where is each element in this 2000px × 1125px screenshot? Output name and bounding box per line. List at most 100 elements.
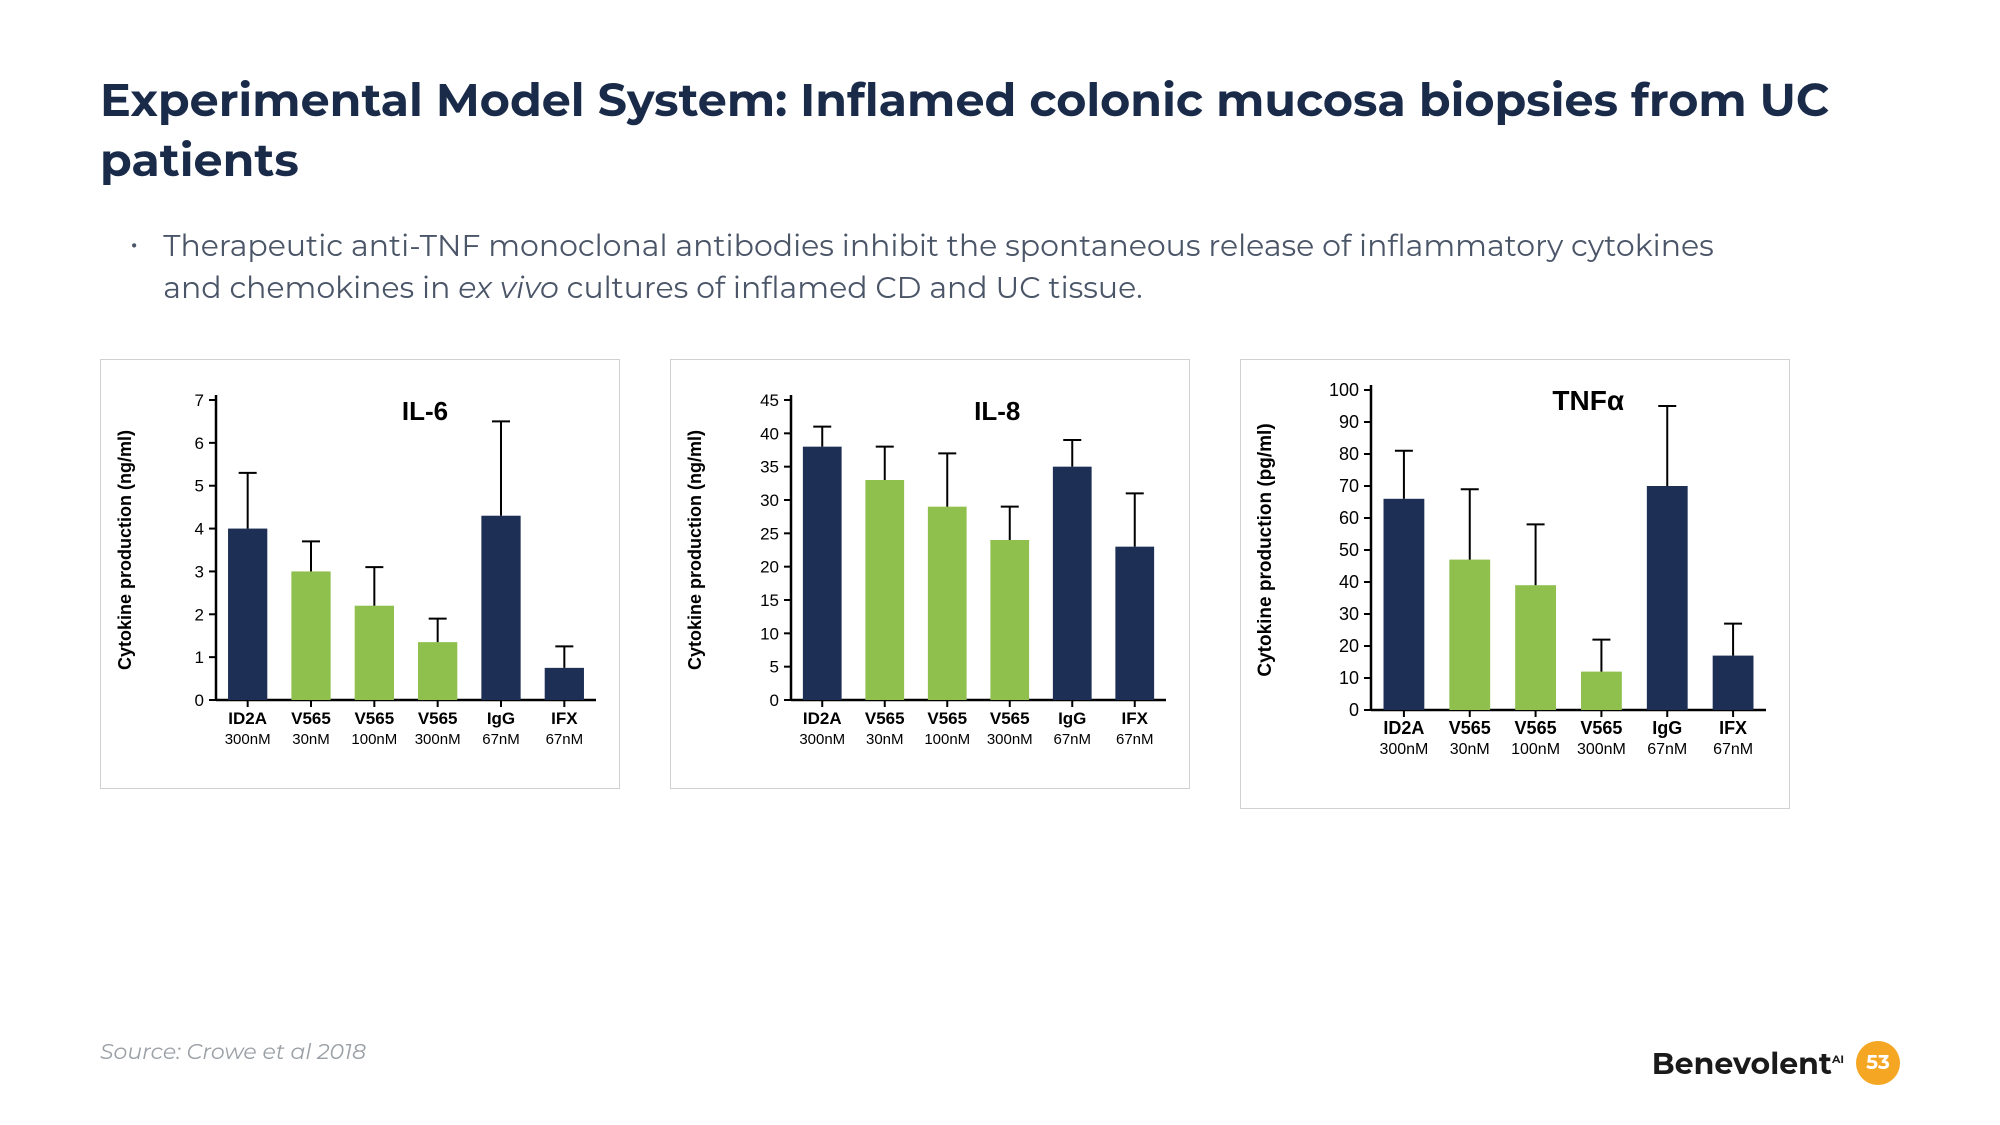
svg-text:10: 10 (760, 624, 779, 643)
bar (803, 446, 842, 699)
bullet-marker: • (130, 225, 138, 264)
bar (990, 540, 1029, 700)
svg-text:ID2A: ID2A (228, 709, 267, 728)
svg-text:5: 5 (770, 657, 779, 676)
svg-text:90: 90 (1339, 412, 1359, 432)
svg-text:0: 0 (770, 691, 779, 710)
svg-text:4: 4 (195, 519, 204, 538)
svg-text:40: 40 (760, 424, 779, 443)
svg-text:60: 60 (1339, 508, 1359, 528)
svg-text:67nM: 67nM (1053, 731, 1091, 748)
svg-text:0: 0 (195, 691, 204, 710)
bar (228, 528, 267, 699)
svg-text:50: 50 (1339, 540, 1359, 560)
svg-text:IgG: IgG (1058, 709, 1086, 728)
bar (1515, 585, 1556, 710)
svg-text:25: 25 (760, 524, 779, 543)
svg-text:300nM: 300nM (415, 731, 461, 748)
page-number-badge: 53 (1856, 1041, 1900, 1085)
svg-text:IgG: IgG (1652, 718, 1682, 738)
bar (1115, 546, 1154, 699)
bar (1384, 498, 1425, 709)
svg-text:67nM: 67nM (482, 731, 520, 748)
svg-text:5: 5 (195, 476, 204, 495)
bar (1449, 559, 1490, 709)
svg-text:V565: V565 (354, 709, 394, 728)
svg-text:300nM: 300nM (225, 731, 271, 748)
svg-text:45: 45 (760, 391, 779, 410)
brand-logo: BenevolentAI (1652, 1045, 1844, 1082)
footer: BenevolentAI 53 (1652, 1041, 1900, 1085)
y-axis-label: Cytokine production (ng/ml) (115, 430, 135, 670)
svg-text:IFX: IFX (551, 709, 578, 728)
svg-text:0: 0 (1349, 700, 1359, 720)
svg-text:67nM: 67nM (1116, 731, 1154, 748)
bullet-item: • Therapeutic anti-TNF monoclonal antibo… (100, 225, 1900, 309)
svg-text:V565: V565 (1515, 718, 1557, 738)
svg-text:1: 1 (195, 648, 204, 667)
svg-text:100: 100 (1329, 380, 1359, 400)
svg-text:30: 30 (1339, 604, 1359, 624)
svg-text:V565: V565 (291, 709, 331, 728)
svg-text:6: 6 (195, 433, 204, 452)
svg-text:V565: V565 (927, 709, 967, 728)
svg-text:67nM: 67nM (1713, 741, 1753, 758)
svg-text:100nM: 100nM (1511, 741, 1560, 758)
svg-text:ID2A: ID2A (803, 709, 842, 728)
bar (1053, 466, 1092, 699)
y-axis-label: Cytokine production (ng/ml) (685, 430, 705, 670)
svg-text:V565: V565 (1580, 718, 1622, 738)
chart-tnf: 0 10 20 30 40 50 60 70 80 90 100 ID2A 300nM V565 30nM V… (1240, 359, 1790, 809)
bar (1647, 486, 1688, 710)
chart-il6: 0 1 2 3 4 5 6 7 ID2A 300nM V565 30nM V565 100nM V565 30… (100, 359, 620, 789)
svg-text:40: 40 (1339, 572, 1359, 592)
svg-text:ID2A: ID2A (1383, 718, 1424, 738)
svg-text:3: 3 (195, 562, 204, 581)
svg-text:30: 30 (760, 491, 779, 510)
bar (291, 571, 330, 700)
svg-text:70: 70 (1339, 476, 1359, 496)
bar (1713, 655, 1754, 709)
svg-text:V565: V565 (990, 709, 1030, 728)
bar (355, 605, 394, 699)
svg-text:300nM: 300nM (1379, 741, 1428, 758)
page-title: Experimental Model System: Inflamed colo… (100, 70, 1900, 190)
chart-title: IL-6 (402, 396, 448, 426)
svg-text:IgG: IgG (487, 709, 515, 728)
bullet-text: Therapeutic anti-TNF monoclonal antibodi… (163, 225, 1763, 309)
source-citation: Source: Crowe et al 2018 (100, 1038, 366, 1065)
svg-text:15: 15 (760, 591, 779, 610)
bar (418, 642, 457, 700)
svg-text:80: 80 (1339, 444, 1359, 464)
svg-text:V565: V565 (865, 709, 905, 728)
bar (545, 667, 584, 699)
svg-text:35: 35 (760, 457, 779, 476)
svg-text:2: 2 (195, 605, 204, 624)
svg-text:30nM: 30nM (866, 731, 904, 748)
chart-title: IL-8 (974, 396, 1020, 426)
chart-il8: 0 5 10 15 20 25 30 35 40 45 ID2A 300nM V565 30nM V565 1… (670, 359, 1190, 789)
svg-text:300nM: 300nM (799, 731, 845, 748)
bar (1581, 671, 1622, 709)
svg-text:20: 20 (1339, 636, 1359, 656)
svg-text:67nM: 67nM (1647, 741, 1687, 758)
y-axis-label: Cytokine production (pg/ml) (1255, 423, 1276, 676)
svg-text:IFX: IFX (1719, 718, 1747, 738)
bar (928, 506, 967, 699)
svg-text:300nM: 300nM (987, 731, 1033, 748)
bar (865, 480, 904, 700)
svg-text:300nM: 300nM (1577, 741, 1626, 758)
chart-title: TNFα (1552, 385, 1624, 416)
svg-text:V565: V565 (1449, 718, 1491, 738)
svg-text:30nM: 30nM (1450, 741, 1490, 758)
charts-container: 01234567ID2A300nMV56530nMV565100nMV56530… (100, 359, 1900, 809)
svg-text:67nM: 67nM (546, 731, 584, 748)
svg-text:7: 7 (195, 391, 204, 410)
svg-text:100nM: 100nM (924, 731, 970, 748)
svg-text:30nM: 30nM (292, 731, 330, 748)
svg-text:10: 10 (1339, 668, 1359, 688)
svg-text:20: 20 (760, 557, 779, 576)
svg-text:100nM: 100nM (351, 731, 397, 748)
bar (481, 515, 520, 699)
svg-text:V565: V565 (418, 709, 458, 728)
